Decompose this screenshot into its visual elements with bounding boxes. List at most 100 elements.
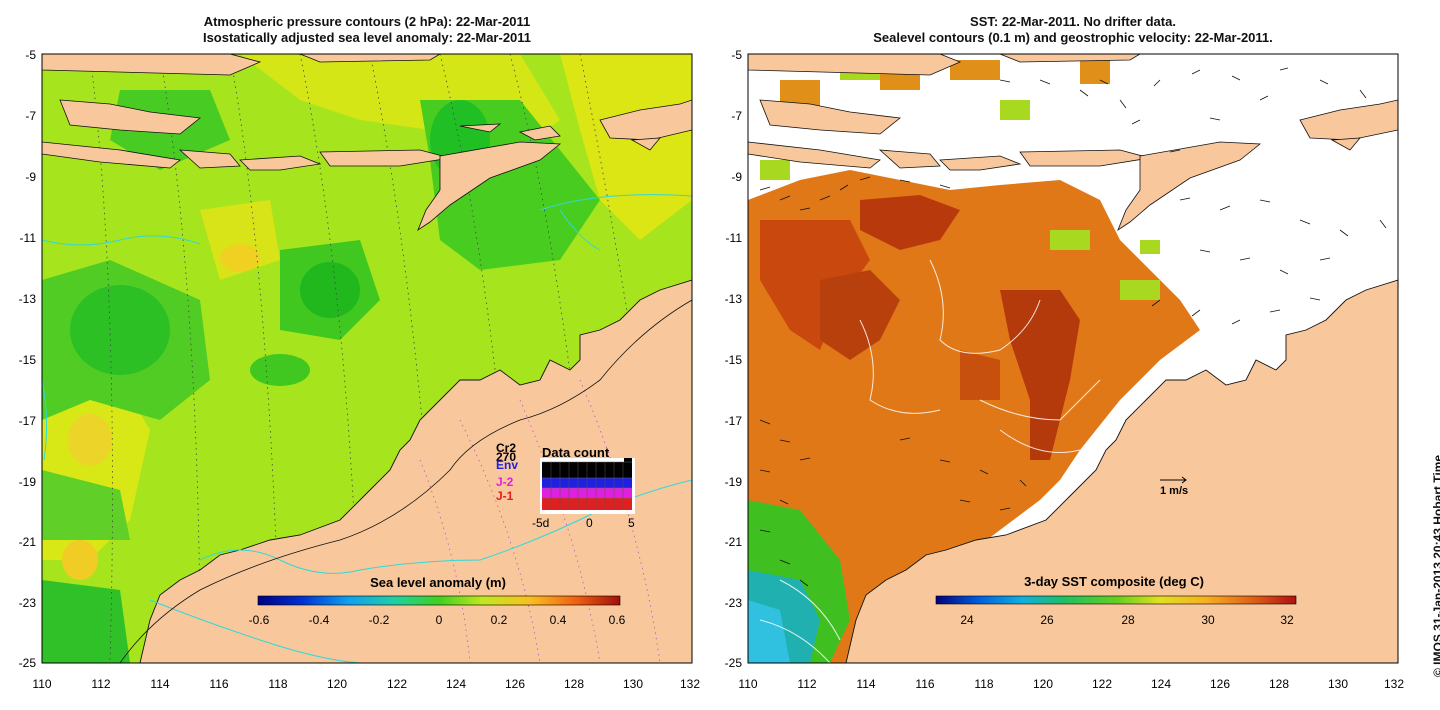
lon-tick-label: 126 xyxy=(505,677,525,691)
sst-colorbar-title: 3-day SST composite (deg C) xyxy=(1024,574,1204,589)
sla-high-spot xyxy=(68,414,112,466)
sla-high-spot xyxy=(62,540,98,580)
right-map-title: SST: 22-Mar-2011. No drifter data. Seale… xyxy=(748,14,1398,46)
sst-colorbar-tick: 28 xyxy=(1121,613,1135,627)
lat-tick-label: -7 xyxy=(731,109,742,123)
left-map xyxy=(42,54,692,663)
lat-tick-label: -21 xyxy=(725,535,743,549)
right-map-frame xyxy=(747,53,1399,664)
lon-tick-label: 120 xyxy=(327,677,347,691)
right-indonesian-islands xyxy=(748,54,1398,232)
velocity-scale-arrow xyxy=(1160,476,1187,484)
sla-colorbar: Sea level anomaly (m) -0.6 -0.4 -0.2 0 0… xyxy=(249,575,626,627)
lat-tick-label: -7 xyxy=(25,109,36,123)
left-map-frame xyxy=(41,53,693,664)
sla-colorbar-tick: 0.4 xyxy=(550,613,567,627)
lat-tick-label: -25 xyxy=(19,656,37,670)
lon-tick-label: 124 xyxy=(446,677,466,691)
lat-tick-label: -19 xyxy=(19,475,37,489)
lat-tick-label: -17 xyxy=(725,414,743,428)
sla-colorbar-title: Sea level anomaly (m) xyxy=(370,575,506,590)
sst-colorbar-gradient xyxy=(935,595,1297,605)
lat-tick-label: -23 xyxy=(725,596,743,610)
left-title-line1: Atmospheric pressure contours (2 hPa): 2… xyxy=(203,14,531,29)
lon-tick-label: 116 xyxy=(209,677,228,691)
australia-landmass xyxy=(139,279,692,663)
lat-tick-label: -11 xyxy=(726,231,743,245)
sst-colorbar-tick: 24 xyxy=(960,613,974,627)
lat-tick-label: -23 xyxy=(19,596,37,610)
velocity-scale-label: 1 m/s xyxy=(1160,485,1188,497)
right-lon-axis: 110 112 114 116 118 120 122 124 126 128 … xyxy=(738,677,1404,691)
sst-colorbar-tick: 30 xyxy=(1201,613,1215,627)
legend-sat-env: Env xyxy=(496,458,518,472)
legend-xtick: -5d xyxy=(532,516,549,530)
lon-tick-label: 114 xyxy=(856,677,875,691)
lat-tick-label: -17 xyxy=(19,414,37,428)
lat-tick-label: -13 xyxy=(725,292,743,306)
legend-xtick: 0 xyxy=(586,516,593,530)
sla-low-spot xyxy=(300,262,360,318)
lat-tick-label: -21 xyxy=(19,535,37,549)
sst-hot-band xyxy=(960,350,1000,400)
sst-hot-band xyxy=(820,270,900,360)
left-title-line2: Isostatically adjusted sea level anomaly… xyxy=(202,30,532,45)
lon-tick-label: 128 xyxy=(1269,677,1289,691)
velocity-arrows xyxy=(759,67,1387,587)
legend-count: 270 xyxy=(496,450,516,464)
right-title-line1: SST: 22-Mar-2011. No drifter data. xyxy=(970,14,1176,29)
lon-tick-label: 118 xyxy=(268,677,287,691)
sst-hot-band xyxy=(760,220,870,350)
lat-tick-label: -25 xyxy=(725,656,743,670)
left-map-title: Atmospheric pressure contours (2 hPa): 2… xyxy=(42,14,692,46)
sla-negative-region xyxy=(42,470,130,540)
sla-colorbar-tick: 0 xyxy=(436,613,443,627)
sla-colorbar-tick: 0.6 xyxy=(609,613,626,627)
lat-tick-label: -9 xyxy=(25,170,36,184)
sst-colorbar-tick: 32 xyxy=(1280,613,1294,627)
lat-tick-label: -13 xyxy=(19,292,37,306)
legend-xtick: 5 xyxy=(628,516,635,530)
legend-sat-cr2: Cr2 xyxy=(496,441,516,455)
lon-tick-label: 112 xyxy=(797,677,816,691)
sla-low-spot xyxy=(70,285,170,375)
sla-colorbar-gradient xyxy=(257,595,621,606)
legend-sat-j2: J-2 xyxy=(496,475,514,489)
left-lon-axis: 110 112 114 116 118 120 122 124 126 128 … xyxy=(32,677,700,691)
lat-tick-label: -15 xyxy=(19,353,37,367)
lon-tick-label: 120 xyxy=(1033,677,1053,691)
legend-title: Data count xyxy=(542,445,610,460)
lon-tick-label: 114 xyxy=(150,677,169,691)
lat-tick-label: -15 xyxy=(725,353,743,367)
lon-tick-label: 110 xyxy=(32,677,51,691)
lat-tick-label: -11 xyxy=(20,231,37,245)
right-title-line2: Sealevel contours (0.1 m) and geostrophi… xyxy=(873,30,1273,45)
sla-colorbar-tick: -0.6 xyxy=(249,613,270,627)
sst-colorbar-tick: 26 xyxy=(1040,613,1054,627)
lon-tick-label: 122 xyxy=(1092,677,1112,691)
sla-high-spot xyxy=(220,244,260,272)
lon-tick-label: 116 xyxy=(915,677,934,691)
lon-tick-label: 118 xyxy=(974,677,993,691)
sla-positive-region xyxy=(560,54,692,240)
sst-hot-band xyxy=(860,195,960,250)
lon-tick-label: 132 xyxy=(680,677,700,691)
lat-tick-label: -5 xyxy=(731,48,742,62)
lon-tick-label: 110 xyxy=(738,677,757,691)
sst-cold-region xyxy=(748,600,790,663)
sla-colorbar-tick: -0.4 xyxy=(309,613,330,627)
right-lat-axis: -5 -7 -9 -11 -13 -15 -17 -19 -21 -23 -25 xyxy=(725,48,743,670)
left-lat-axis: -5 -7 -9 -11 -13 -15 -17 -19 -21 -23 -25 xyxy=(19,48,37,670)
lon-tick-label: 132 xyxy=(1384,677,1404,691)
data-count-bars xyxy=(542,458,632,510)
sla-colorbar-tick: 0.2 xyxy=(491,613,508,627)
sla-colorbar-tick: -0.2 xyxy=(369,613,390,627)
imos-credit: © IMOS 31-Jan-2013 20:43 Hobart Time xyxy=(1431,454,1440,677)
lon-tick-label: 124 xyxy=(1151,677,1171,691)
lon-tick-label: 122 xyxy=(387,677,407,691)
data-count-legend: Data count 270 Cr2 Env J-2 J-1 -5d 0 5 xyxy=(496,441,635,530)
lon-tick-label: 130 xyxy=(1328,677,1348,691)
lat-tick-label: -9 xyxy=(731,170,742,184)
sst-hot-band xyxy=(1000,290,1080,460)
lat-tick-label: -19 xyxy=(725,475,743,489)
